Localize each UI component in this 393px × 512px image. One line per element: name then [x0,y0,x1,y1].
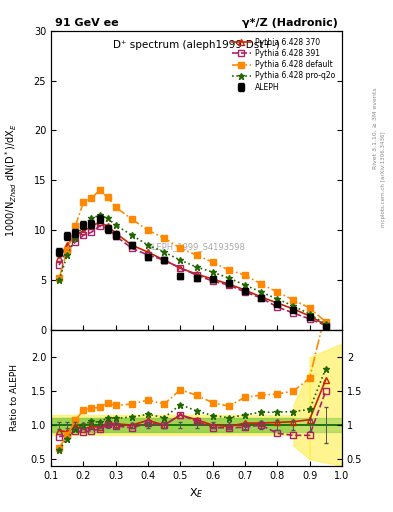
Pythia 6.428 pro-q2o [291,303,296,309]
Pythia 6.428 370 [242,287,247,293]
Pythia 6.428 default [130,216,134,222]
Pythia 6.428 pro-q2o [226,275,231,281]
Pythia 6.428 391 [194,272,199,278]
Pythia 6.428 pro-q2o [210,269,215,275]
Pythia 6.428 default [307,305,312,311]
Pythia 6.428 default [113,204,118,210]
Pythia 6.428 391 [291,310,296,316]
Y-axis label: 1000/N$_{Zhad}$ dN(D$^*$)/dX$_E$: 1000/N$_{Zhad}$ dN(D$^*$)/dX$_E$ [4,123,19,238]
Line: Pythia 6.428 391: Pythia 6.428 391 [56,223,329,328]
Pythia 6.428 370 [210,276,215,282]
Pythia 6.428 391 [146,252,151,258]
Line: Pythia 6.428 default: Pythia 6.428 default [56,187,329,325]
Pythia 6.428 370 [113,230,118,236]
Text: mcplots.cern.ch [arXiv:1306.3436]: mcplots.cern.ch [arXiv:1306.3436] [381,132,386,227]
Pythia 6.428 pro-q2o [146,242,151,248]
Pythia 6.428 pro-q2o [307,311,312,317]
Pythia 6.428 pro-q2o [323,322,328,328]
Pythia 6.428 pro-q2o [57,277,62,283]
Pythia 6.428 370 [89,223,94,229]
Pythia 6.428 pro-q2o [97,212,102,218]
Text: ALEPH_1999_S4193598: ALEPH_1999_S4193598 [147,242,246,251]
Pythia 6.428 pro-q2o [73,235,78,241]
Pythia 6.428 default [210,259,215,265]
Pythia 6.428 391 [81,232,86,238]
Pythia 6.428 default [242,272,247,278]
Pythia 6.428 370 [97,219,102,225]
Pythia 6.428 370 [194,271,199,277]
Pythia 6.428 pro-q2o [105,215,110,221]
Line: Pythia 6.428 370: Pythia 6.428 370 [56,220,329,328]
Legend: Pythia 6.428 370, Pythia 6.428 391, Pythia 6.428 default, Pythia 6.428 pro-q2o, : Pythia 6.428 370, Pythia 6.428 391, Pyth… [229,34,338,95]
Pythia 6.428 pro-q2o [242,282,247,288]
Pythia 6.428 370 [259,294,263,300]
Pythia 6.428 391 [105,225,110,231]
Pythia 6.428 391 [162,257,167,263]
Pythia 6.428 391 [210,278,215,284]
Pythia 6.428 370 [323,322,328,328]
Pythia 6.428 pro-q2o [113,222,118,228]
Pythia 6.428 391 [113,233,118,239]
Text: Rivet 3.1.10, ≥ 3M events: Rivet 3.1.10, ≥ 3M events [373,87,378,169]
Pythia 6.428 370 [73,232,78,238]
Pythia 6.428 391 [307,316,312,322]
Pythia 6.428 pro-q2o [162,249,167,255]
Pythia 6.428 default [275,289,280,295]
Pythia 6.428 default [259,281,263,287]
Pythia 6.428 391 [275,304,280,310]
Pythia 6.428 pro-q2o [259,289,263,295]
Pythia 6.428 pro-q2o [275,296,280,302]
Pythia 6.428 391 [259,295,263,301]
Pythia 6.428 default [291,297,296,303]
Pythia 6.428 default [65,247,70,253]
Pythia 6.428 default [178,245,183,251]
Pythia 6.428 370 [65,242,70,248]
Pythia 6.428 default [162,235,167,241]
Text: γ*/Z (Hadronic): γ*/Z (Hadronic) [242,18,338,28]
Bar [51,418,342,432]
Pythia 6.428 370 [57,255,62,261]
Pythia 6.428 370 [162,257,167,263]
Pythia 6.428 370 [105,223,110,229]
Pythia 6.428 370 [130,242,134,248]
Pythia 6.428 391 [89,229,94,235]
Pythia 6.428 391 [73,239,78,245]
Pythia 6.428 370 [178,265,183,271]
Pythia 6.428 391 [323,323,328,329]
Pythia 6.428 391 [65,247,70,253]
Pythia 6.428 391 [130,245,134,251]
Pythia 6.428 pro-q2o [89,215,94,221]
Pythia 6.428 370 [81,228,86,234]
Pythia 6.428 default [89,195,94,201]
Pythia 6.428 default [226,267,231,273]
Pythia 6.428 pro-q2o [65,252,70,258]
Pythia 6.428 pro-q2o [130,232,134,238]
Pythia 6.428 default [105,194,110,200]
Pythia 6.428 391 [226,282,231,288]
Pythia 6.428 370 [307,313,312,319]
Pythia 6.428 370 [146,249,151,255]
Pythia 6.428 default [73,223,78,229]
Text: D⁺ spectrum (aleph1999-Dst+-): D⁺ spectrum (aleph1999-Dst+-) [113,40,280,50]
Text: 91 GeV ee: 91 GeV ee [55,18,119,28]
Pythia 6.428 370 [291,306,296,312]
Pythia 6.428 pro-q2o [178,257,183,263]
Pythia 6.428 default [57,275,62,281]
Pythia 6.428 default [323,319,328,325]
Pythia 6.428 370 [226,281,231,287]
Pythia 6.428 391 [178,265,183,271]
Pythia 6.428 391 [242,289,247,295]
X-axis label: X$_E$: X$_E$ [189,486,204,500]
Pythia 6.428 default [194,252,199,258]
Pythia 6.428 default [81,199,86,205]
Pythia 6.428 370 [275,300,280,306]
Pythia 6.428 default [97,187,102,194]
Pythia 6.428 391 [57,262,62,268]
Y-axis label: Ratio to ALEPH: Ratio to ALEPH [10,365,19,432]
Pythia 6.428 default [146,227,151,233]
Pythia 6.428 391 [97,223,102,229]
Line: Pythia 6.428 pro-q2o: Pythia 6.428 pro-q2o [56,212,329,328]
Pythia 6.428 pro-q2o [81,222,86,228]
Pythia 6.428 pro-q2o [194,264,199,270]
